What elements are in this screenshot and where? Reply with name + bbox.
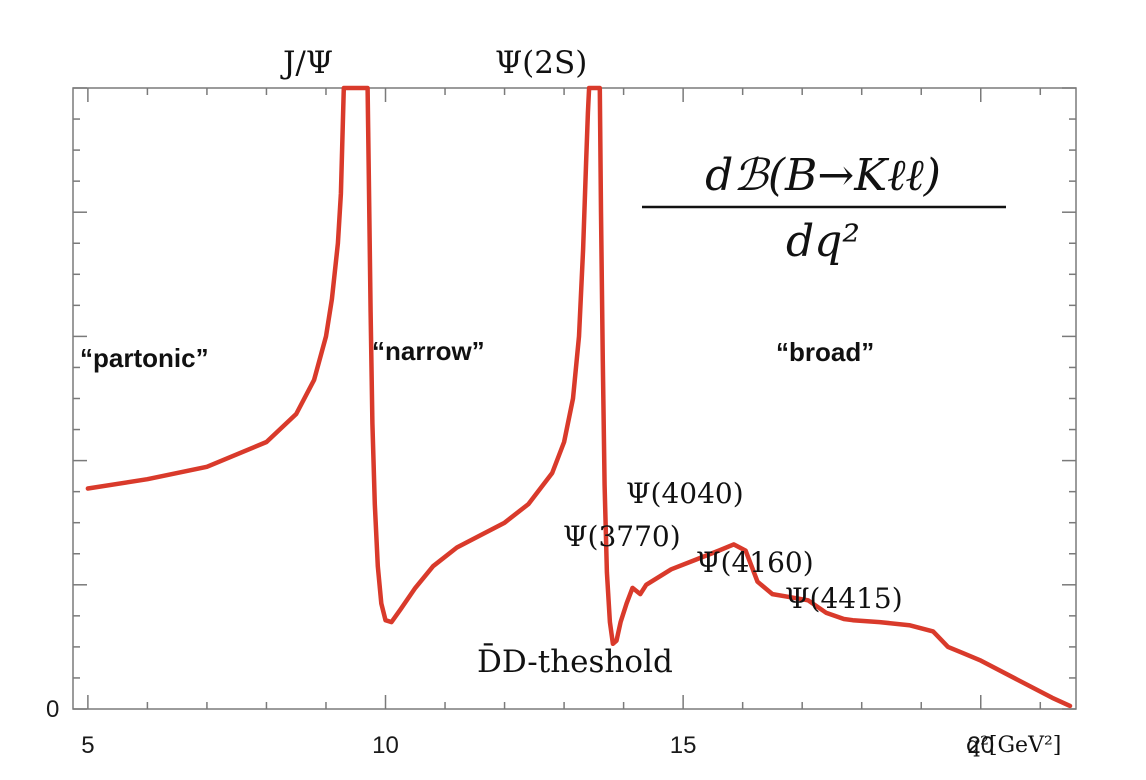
resonance-label-psi3770: Ψ(3770) [563, 520, 681, 553]
region-label-narrow: “narrow” [372, 336, 485, 366]
resonance-label-psi2s: Ψ(2S) [495, 45, 587, 81]
formula-denominator: dq² [786, 216, 860, 267]
x-tick-label: 5 [81, 732, 94, 759]
resonance-label-psi4160: Ψ(4160) [696, 546, 814, 579]
x-tick-label: 10 [372, 732, 399, 759]
axis-tick-labels: 5 10 15 20 0 [46, 696, 994, 759]
resonance-label-psi4040: Ψ(4040) [626, 477, 744, 510]
series-line [85, 85, 1073, 709]
axis-ticks [73, 87, 1076, 710]
y-tick-label: 0 [46, 696, 59, 723]
region-label-broad: “broad” [776, 337, 874, 367]
threshold-label: D̄D-theshold [477, 642, 673, 680]
formula-numerator: dℬ(B→Kℓℓ) [705, 150, 941, 201]
x-tick-label: 20 [967, 732, 994, 759]
x-tick-label: 15 [670, 732, 697, 759]
resonance-label-psi4415: Ψ(4415) [785, 582, 903, 615]
region-label-partonic: “partonic” [80, 343, 209, 373]
resonance-label-jpsi: J/Ψ [280, 45, 333, 81]
x-axis-label: q²[GeV²] [966, 733, 1061, 758]
